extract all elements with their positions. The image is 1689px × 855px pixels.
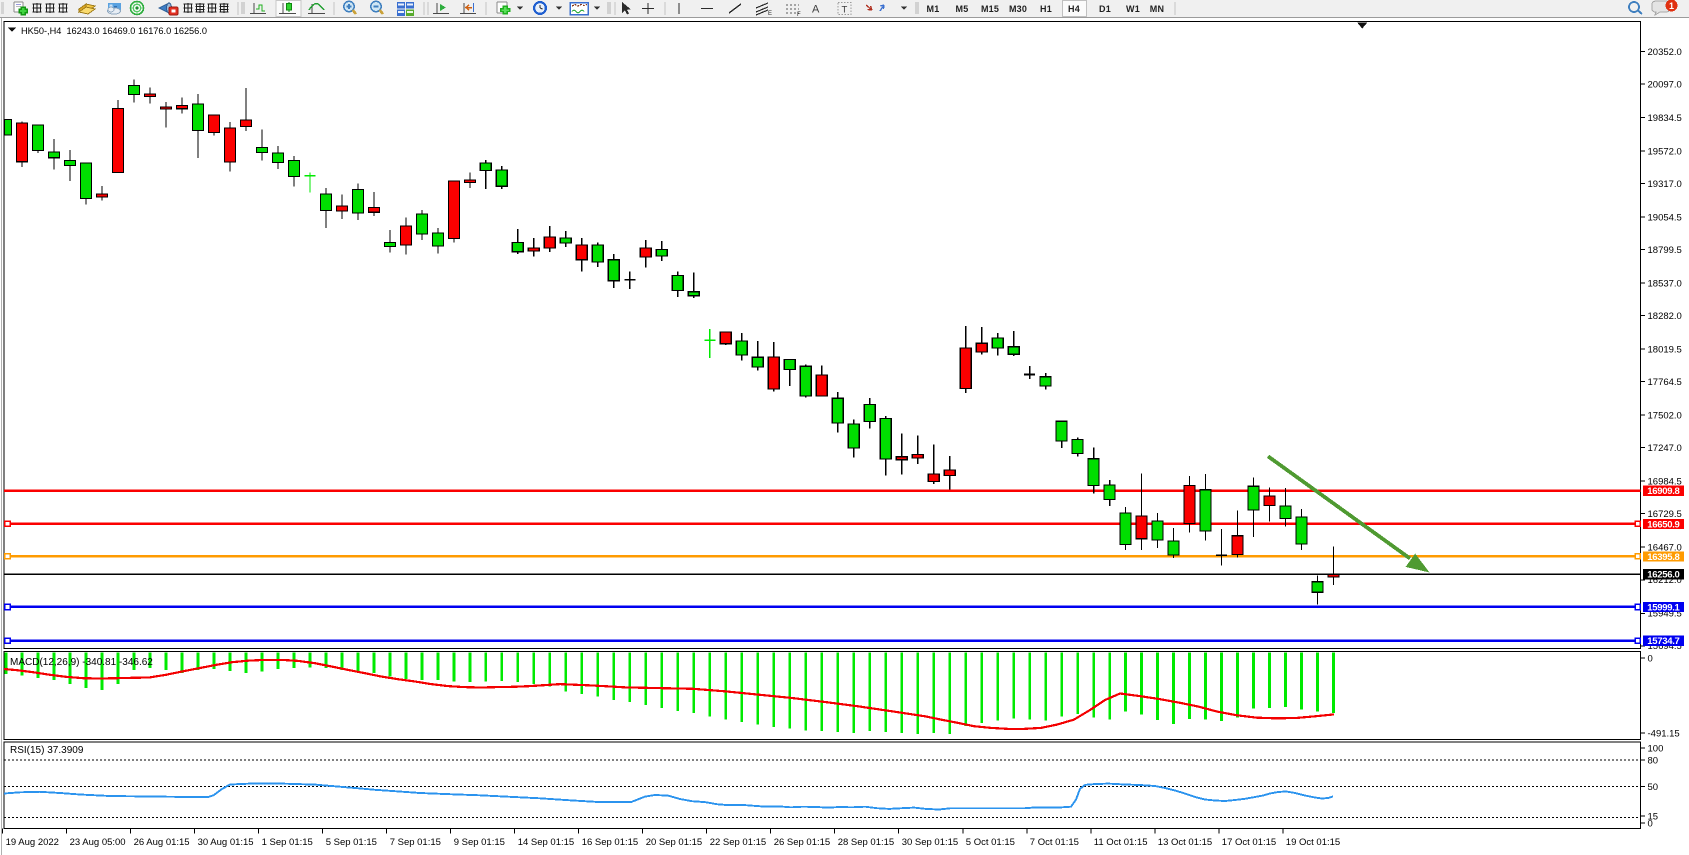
svg-text:MN: MN — [1150, 4, 1164, 14]
svg-text:17764.5: 17764.5 — [1648, 377, 1682, 388]
svg-text:9 Sep 01:15: 9 Sep 01:15 — [454, 837, 505, 848]
svg-text:11 Oct 01:15: 11 Oct 01:15 — [1094, 837, 1148, 848]
svg-text:19572.0: 19572.0 — [1648, 146, 1682, 157]
svg-text:26 Aug 01:15: 26 Aug 01:15 — [134, 837, 190, 848]
svg-text:19317.0: 19317.0 — [1648, 179, 1682, 190]
svg-text:18282.0: 18282.0 — [1648, 311, 1682, 322]
svg-text:20 Sep 01:15: 20 Sep 01:15 — [646, 837, 703, 848]
svg-text:H4: H4 — [1068, 4, 1080, 14]
svg-text:7 Oct 01:15: 7 Oct 01:15 — [1030, 837, 1079, 848]
svg-text:-491.15: -491.15 — [1648, 728, 1680, 739]
svg-text:19 Aug 2022: 19 Aug 2022 — [6, 837, 59, 848]
svg-text:M1: M1 — [927, 4, 940, 14]
svg-text:7 Sep 01:15: 7 Sep 01:15 — [390, 837, 441, 848]
svg-text:15734.7: 15734.7 — [1647, 636, 1679, 647]
svg-text:1: 1 — [1669, 1, 1674, 11]
svg-text:30 Aug 01:15: 30 Aug 01:15 — [198, 837, 254, 848]
svg-text:5 Sep 01:15: 5 Sep 01:15 — [326, 837, 377, 848]
svg-text:80: 80 — [1648, 755, 1659, 766]
svg-text:26 Sep 01:15: 26 Sep 01:15 — [774, 837, 831, 848]
svg-text:15999.1: 15999.1 — [1647, 602, 1680, 613]
svg-text:0: 0 — [1648, 818, 1653, 829]
svg-text:F: F — [797, 12, 801, 18]
svg-text:23 Aug 05:00: 23 Aug 05:00 — [70, 837, 126, 848]
svg-text:5 Oct 01:15: 5 Oct 01:15 — [966, 837, 1015, 848]
svg-text:H1: H1 — [1040, 4, 1052, 14]
svg-text:16467.0: 16467.0 — [1648, 543, 1682, 554]
svg-text:28 Sep 01:15: 28 Sep 01:15 — [838, 837, 895, 848]
svg-text:M5: M5 — [956, 4, 969, 14]
svg-text:100: 100 — [1648, 743, 1664, 754]
svg-text:0: 0 — [1648, 653, 1653, 664]
svg-text:22 Sep 01:15: 22 Sep 01:15 — [710, 837, 767, 848]
svg-text:1 Sep 01:15: 1 Sep 01:15 — [262, 837, 313, 848]
svg-text:E: E — [768, 11, 772, 17]
svg-text:17502.0: 17502.0 — [1648, 411, 1682, 422]
svg-text:18019.5: 18019.5 — [1648, 345, 1682, 356]
svg-text:HK50-,H4 16243.0 16469.0 1617: HK50-,H4 16243.0 16469.0 16176.0 16256.0 — [21, 26, 207, 36]
svg-text:19054.5: 19054.5 — [1648, 213, 1682, 224]
svg-text:16 Sep 01:15: 16 Sep 01:15 — [582, 837, 639, 848]
svg-text:16256.0: 16256.0 — [1647, 570, 1679, 581]
svg-text:13 Oct 01:15: 13 Oct 01:15 — [1158, 837, 1212, 848]
svg-text:T: T — [842, 5, 848, 16]
svg-text:16984.5: 16984.5 — [1648, 477, 1682, 488]
svg-text:D1: D1 — [1099, 4, 1111, 14]
svg-text:19834.5: 19834.5 — [1648, 113, 1682, 124]
svg-text:19 Oct 01:15: 19 Oct 01:15 — [1286, 837, 1340, 848]
svg-text:16729.5: 16729.5 — [1648, 509, 1682, 520]
svg-text:16395.8: 16395.8 — [1647, 552, 1679, 563]
svg-text:20097.0: 20097.0 — [1648, 79, 1682, 90]
svg-text:15: 15 — [1648, 811, 1659, 822]
svg-text:16650.9: 16650.9 — [1647, 519, 1679, 530]
svg-text:18799.5: 18799.5 — [1648, 245, 1682, 256]
svg-text:A: A — [812, 4, 820, 16]
svg-text:MACD(12,26,9) -340.81 -346.62: MACD(12,26,9) -340.81 -346.62 — [10, 657, 153, 668]
svg-text:W1: W1 — [1126, 4, 1140, 14]
svg-text:RSI(15) 37.3909: RSI(15) 37.3909 — [10, 745, 84, 756]
svg-text:16212.0: 16212.0 — [1648, 575, 1682, 586]
svg-text:18537.0: 18537.0 — [1648, 279, 1682, 290]
svg-text:M15: M15 — [981, 4, 999, 14]
svg-text:15694.5: 15694.5 — [1648, 641, 1682, 652]
svg-text:16909.8: 16909.8 — [1647, 486, 1679, 497]
svg-text:20352.0: 20352.0 — [1648, 47, 1682, 58]
svg-text:17 Oct 01:15: 17 Oct 01:15 — [1222, 837, 1276, 848]
svg-text:15949.5: 15949.5 — [1648, 609, 1682, 620]
svg-text:M30: M30 — [1009, 4, 1027, 14]
svg-text:50: 50 — [1648, 782, 1659, 793]
svg-text:14 Sep 01:15: 14 Sep 01:15 — [518, 837, 575, 848]
svg-text:17247.0: 17247.0 — [1648, 443, 1682, 454]
svg-text:30 Sep 01:15: 30 Sep 01:15 — [902, 837, 959, 848]
